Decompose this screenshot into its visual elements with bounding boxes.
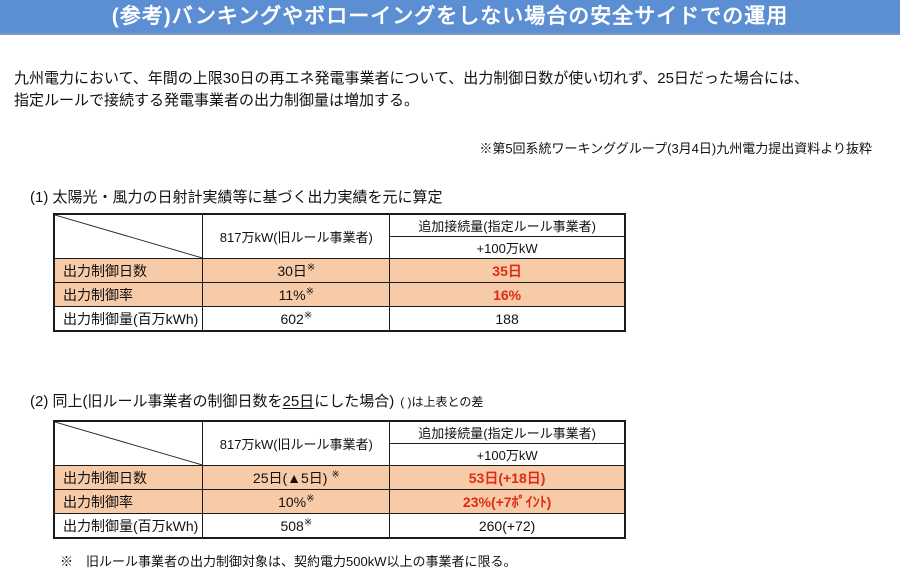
new-rule-value-cell: 53日(+18日): [389, 465, 626, 490]
old-rule-value-cell: 508※: [202, 513, 391, 539]
table-row: 出力制御日数 30日※ 35日: [53, 258, 626, 283]
footnote-marker: ※: [305, 285, 315, 297]
diagonal-line-icon: [55, 422, 202, 465]
old-rule-value-cell: 10%※: [202, 489, 391, 514]
new-rule-column-header-top: 追加接続量(指定ルール事業者): [389, 213, 626, 237]
footnote-marker: ※: [331, 468, 340, 480]
diagonal-header-cell: [53, 213, 204, 259]
old-rule-value-cell: 25日(▲5日) ※: [202, 465, 391, 490]
intro-line-1: 九州電力において、年間の上限30日の再エネ発電事業者について、出力制御日数が使い…: [14, 70, 809, 87]
new-rule-value-cell: 260(+72): [389, 513, 626, 539]
footnote-marker: ※: [306, 492, 315, 504]
row-label-cell: 出力制御率: [53, 282, 204, 307]
old-value: 602: [280, 310, 304, 327]
old-rule-column-header: 817万kW(旧ルール事業者): [202, 213, 391, 259]
table-row: 出力制御率 10%※ 23%(+7ﾎﾟｲﾝﾄ): [53, 489, 626, 514]
new-rule-value-cell: 16%: [389, 282, 626, 307]
table-row: 出力制御量(百万kWh) 508※ 260(+72): [53, 513, 626, 539]
new-rule-column-header-bottom: +100万kW: [389, 443, 626, 466]
new-rule-column-header-bottom: +100万kW: [389, 236, 626, 259]
page-title: (参考)バンキングやボローイングをしない場合の安全サイドでの運用: [111, 5, 789, 28]
old-rule-value-cell: 602※: [202, 306, 391, 332]
section2-heading-underlined: 25日: [282, 393, 315, 410]
new-rule-value-cell: 23%(+7ﾎﾟｲﾝﾄ): [389, 489, 626, 514]
section2-heading: (2) 同上(旧ルール事業者の制御日数を25日にした場合) ( )は上表との差: [30, 390, 483, 411]
new-rule-value-cell: 35日: [389, 258, 626, 283]
footnote-marker: ※: [306, 261, 316, 273]
table-row: 出力制御日数 25日(▲5日) ※ 53日(+18日): [53, 465, 626, 490]
section2-heading-suffix: にした場合): [314, 393, 395, 410]
footnote-marker: ※: [303, 516, 313, 528]
old-rule-column-header: 817万kW(旧ルール事業者): [202, 420, 391, 466]
row-label-cell: 出力制御率: [53, 489, 204, 514]
old-value: 11%: [278, 286, 306, 303]
intro-line-2: 指定ルールで接続する発電事業者の出力制御量は増加する。: [14, 92, 420, 109]
row-label-cell: 出力制御量(百万kWh): [53, 306, 204, 332]
old-value: 10%: [278, 493, 307, 510]
diagonal-header-cell: [53, 420, 204, 466]
row-label-cell: 出力制御量(百万kWh): [53, 513, 204, 539]
section2-heading-note: ( )は上表との差: [400, 395, 484, 409]
table-row: 出力制御量(百万kWh) 602※ 188: [53, 306, 626, 332]
old-rule-value-cell: 11%※: [202, 282, 391, 307]
section2-heading-prefix: (2) 同上(旧ルール事業者の制御日数を: [30, 393, 283, 410]
new-rule-value-cell: 188: [389, 306, 626, 332]
diagonal-line-icon: [55, 215, 202, 258]
old-value: 508: [280, 517, 304, 534]
new-rule-column-header-top: 追加接続量(指定ルール事業者): [389, 420, 626, 444]
table-row: 出力制御率 11%※ 16%: [53, 282, 626, 307]
footnote-marker: ※: [303, 309, 313, 321]
source-attribution: ※第5回系統ワーキンググループ(3月4日)九州電力提出資料より抜粋: [479, 141, 872, 156]
row-label-cell: 出力制御日数: [53, 465, 204, 490]
row-label-cell: 出力制御日数: [53, 258, 204, 283]
table-1: 817万kW(旧ルール事業者) 追加接続量(指定ルール事業者) +100万kW …: [53, 213, 626, 332]
footnote: ※ 旧ルール事業者の出力制御対象は、契約電力500kW以上の事業者に限る。: [60, 554, 517, 569]
old-value: 30日: [277, 262, 307, 279]
title-bar: (参考)バンキングやボローイングをしない場合の安全サイドでの運用: [0, 0, 900, 35]
old-value: 25日(▲5日): [252, 469, 332, 486]
old-rule-value-cell: 30日※: [202, 258, 391, 283]
section1-heading: (1) 太陽光・風力の日射計実績等に基づく出力実績を元に算定: [30, 189, 443, 206]
intro-paragraph: 九州電力において、年間の上限30日の再エネ発電事業者について、出力制御日数が使い…: [14, 68, 809, 112]
table-2: 817万kW(旧ルール事業者) 追加接続量(指定ルール事業者) +100万kW …: [53, 420, 626, 539]
